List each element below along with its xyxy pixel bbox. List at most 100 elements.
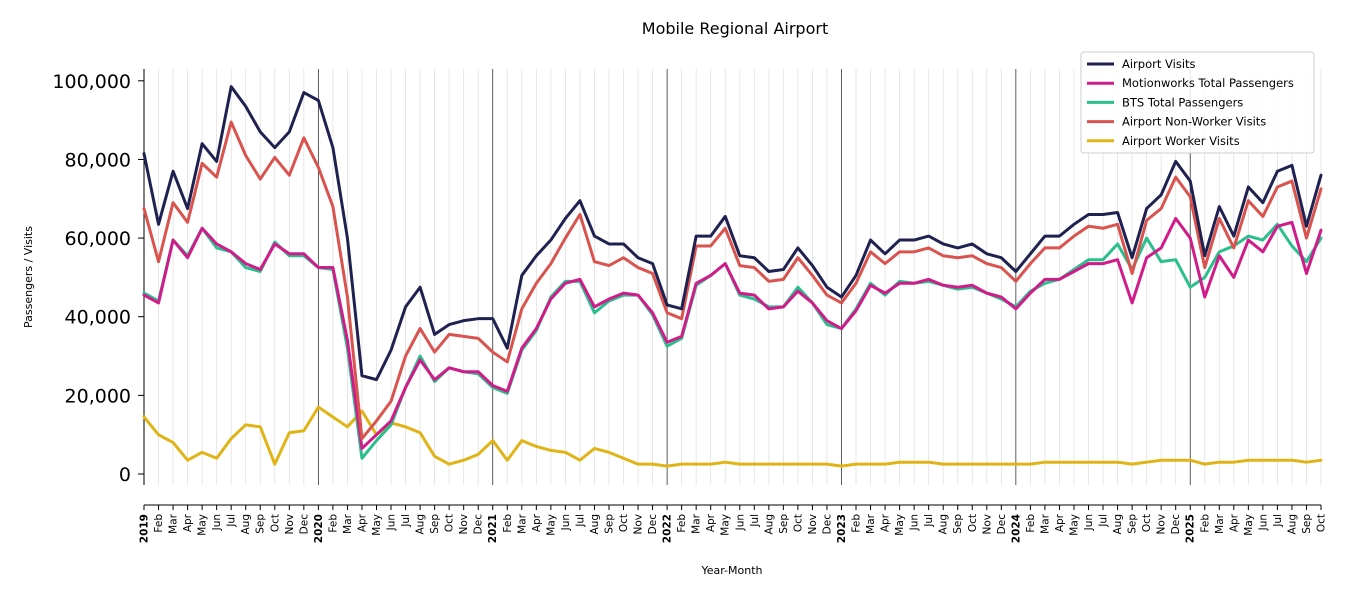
series-lines [142, 85, 1323, 468]
x-tick-label: Sep [603, 514, 615, 534]
x-tick-label: Jul [1098, 514, 1110, 528]
x-tick-label: Aug [1112, 514, 1124, 535]
x-tick-label: Aug [589, 514, 601, 535]
x-tick-label: May [371, 514, 383, 536]
x-tick-label: Sep [429, 514, 441, 534]
x-tick-label: Nov [807, 514, 819, 535]
x-tick-label: May [197, 514, 209, 536]
y-axis-label: Passengers / Visits [22, 226, 35, 328]
x-tick-label: Aug [763, 514, 775, 535]
x-tick-label: Jul [749, 514, 761, 528]
x-tick-label: Jun [560, 514, 572, 531]
x-tick-label: Sep [1301, 514, 1313, 534]
y-ticks: 0 20,000 40,000 60,000 80,000 100,000 [52, 71, 144, 486]
legend-entry: Airport Visits [1122, 57, 1196, 71]
x-tick-label: Sep [255, 514, 267, 534]
x-tick-label: Dec [996, 514, 1008, 535]
x-ticks: 2019 Feb Mar Apr May Jun Jul Aug Sep Oct Nov Dec 202… [139, 505, 1328, 543]
x-tick-label: Feb [502, 514, 514, 533]
series-line-airport-worker-visits [142, 405, 1323, 468]
x-tick-label: Apr [531, 513, 543, 532]
x-tick-label: Nov [1156, 514, 1168, 535]
x-tick-label: Nov [633, 514, 645, 535]
x-tick-label: Oct [1316, 514, 1328, 532]
legend-entry: Motionworks Total Passengers [1122, 76, 1294, 90]
x-tick-label: Nov [284, 514, 296, 535]
x-tick-label: Jun [734, 514, 746, 531]
x-tick-label: Feb [1199, 514, 1211, 533]
x-tick-label: Dec [473, 514, 485, 535]
x-tick-label: Feb [1025, 514, 1037, 533]
x-tick-label: Nov [458, 514, 470, 535]
x-tick-label: Jun [386, 514, 398, 531]
y-tick-label: 40,000 [65, 307, 131, 329]
x-tick-label: 2024 [1010, 514, 1022, 543]
x-tick-label: Oct [792, 514, 804, 532]
x-tick-label: May [894, 514, 906, 536]
x-tick-label: Sep [1127, 514, 1139, 534]
x-tick-label: 2023 [836, 514, 848, 543]
legend: Airport Visits Motionworks Total Passenge… [1080, 51, 1315, 154]
x-tick-label: Feb [851, 514, 863, 533]
legend-entry: Airport Worker Visits [1122, 134, 1240, 148]
x-tick-label: Apr [356, 513, 368, 532]
x-tick-label: Aug [938, 514, 950, 535]
x-tick-label: Mar [342, 513, 354, 533]
x-tick-label: Apr [880, 513, 892, 532]
x-tick-label: Feb [676, 514, 688, 533]
x-tick-label: Dec [647, 514, 659, 535]
x-tick-label: Apr [1228, 513, 1240, 532]
x-tick-label: Oct [967, 514, 979, 532]
x-tick-label: Nov [981, 514, 993, 535]
x-tick-label: Oct [444, 514, 456, 532]
x-tick-label: Feb [327, 514, 339, 533]
x-tick-label: Dec [298, 514, 310, 535]
x-tick-label: May [545, 514, 557, 536]
x-tick-label: Feb [153, 514, 165, 533]
x-tick-label: Oct [1141, 514, 1153, 532]
x-tick-label: May [720, 514, 732, 536]
x-tick-label: May [1243, 514, 1255, 536]
x-tick-label: 2020 [313, 514, 325, 543]
x-tick-label: Dec [821, 514, 833, 535]
y-tick-label: 20,000 [65, 385, 131, 407]
x-tick-label: Dec [1170, 514, 1182, 535]
x-tick-label: Aug [1286, 514, 1298, 535]
series-line-airport-visits [142, 85, 1323, 382]
x-tick-label: Jun [1257, 514, 1269, 531]
x-tick-label: 2022 [662, 514, 674, 543]
x-tick-label: Apr [1054, 513, 1066, 532]
x-tick-label: Jul [923, 514, 935, 528]
x-tick-label: Jun [909, 514, 921, 531]
x-tick-label: Mar [1039, 513, 1051, 533]
y-tick-label: 80,000 [65, 149, 131, 171]
x-tick-label: Jun [211, 514, 223, 531]
x-tick-label: Apr [182, 513, 194, 532]
series-line-motionworks-total-passengers [142, 216, 1323, 450]
x-tick-label: Aug [240, 514, 252, 535]
legend-entry: BTS Total Passengers [1122, 95, 1243, 109]
x-tick-label: 2025 [1185, 514, 1197, 543]
x-tick-label: Jun [1083, 514, 1095, 531]
y-tick-label: 100,000 [52, 71, 131, 93]
x-tick-label: Sep [952, 514, 964, 534]
legend-frame [1080, 51, 1315, 154]
x-tick-label: Apr [705, 513, 717, 532]
x-tick-label: Mar [691, 513, 703, 533]
x-tick-label: Jul [226, 514, 238, 528]
x-tick-label: Sep [778, 514, 790, 534]
x-tick-label: May [1068, 514, 1080, 536]
x-tick-label: Aug [415, 514, 427, 535]
x-tick-label: Oct [618, 514, 630, 532]
y-tick-label: 0 [119, 464, 131, 486]
x-tick-label: Jul [400, 514, 412, 528]
x-tick-label: Oct [269, 514, 281, 532]
x-tick-label: 2019 [139, 514, 151, 543]
series-line-airport-non-worker-visits [142, 120, 1323, 441]
series-line-bts-total-passengers [142, 222, 1323, 460]
x-tick-label: Jul [574, 514, 586, 528]
legend-entry: Airport Non-Worker Visits [1122, 115, 1266, 129]
y-tick-label: 60,000 [65, 228, 131, 250]
x-tick-label: Mar [865, 513, 877, 533]
